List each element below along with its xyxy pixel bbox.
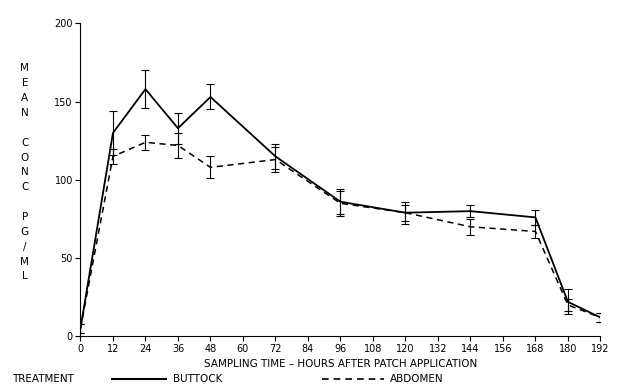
Text: N: N bbox=[21, 108, 28, 118]
Text: TREATMENT: TREATMENT bbox=[12, 374, 74, 384]
Text: N: N bbox=[21, 167, 28, 178]
Text: P: P bbox=[22, 212, 28, 222]
Text: C: C bbox=[21, 182, 28, 192]
Text: O: O bbox=[20, 152, 29, 163]
X-axis label: SAMPLING TIME – HOURS AFTER PATCH APPLICATION: SAMPLING TIME – HOURS AFTER PATCH APPLIC… bbox=[204, 359, 477, 369]
Text: C: C bbox=[21, 138, 28, 148]
Text: L: L bbox=[22, 271, 28, 282]
Text: E: E bbox=[22, 78, 28, 88]
Text: ABDOMEN: ABDOMEN bbox=[390, 374, 444, 384]
Text: M: M bbox=[20, 256, 29, 267]
Text: /: / bbox=[23, 242, 27, 252]
Text: A: A bbox=[21, 93, 28, 103]
Text: M: M bbox=[20, 63, 29, 74]
Text: BUTTOCK: BUTTOCK bbox=[173, 374, 223, 384]
Text: G: G bbox=[20, 227, 29, 237]
